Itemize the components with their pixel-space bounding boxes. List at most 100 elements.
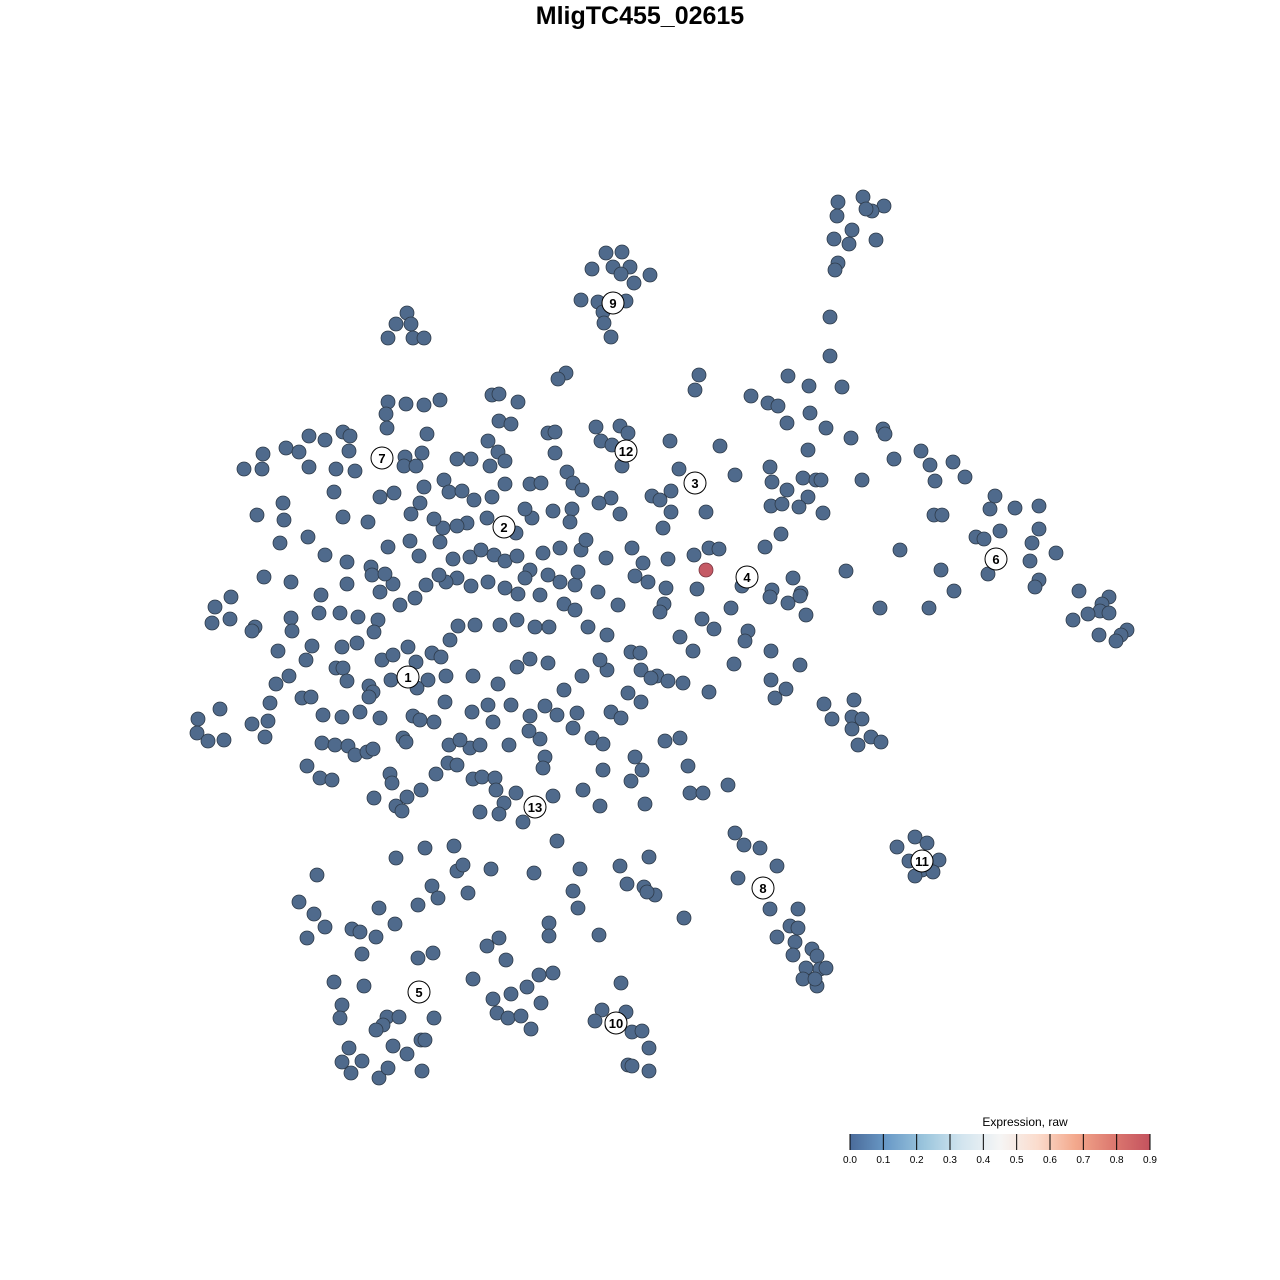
data-point: [332, 1010, 348, 1026]
data-point: [515, 814, 531, 830]
data-point: [510, 394, 526, 410]
data-point: [207, 599, 223, 615]
data-point: [462, 549, 478, 565]
data-point: [332, 605, 348, 621]
cluster-label-circle: [604, 1011, 628, 1035]
colorbar-tick-label: 0.2: [910, 1155, 924, 1166]
data-point: [540, 655, 556, 671]
data-point: [547, 445, 563, 461]
data-point: [441, 484, 457, 500]
data-point: [491, 386, 507, 402]
data-point: [552, 574, 568, 590]
data-point: [663, 504, 679, 520]
legend-title: Expression, raw: [982, 1115, 1068, 1129]
data-point: [386, 485, 402, 501]
data-point: [889, 839, 905, 855]
data-point: [365, 741, 381, 757]
data-point: [388, 316, 404, 332]
data-point: [720, 777, 736, 793]
data-point: [1108, 633, 1124, 649]
data-point: [413, 782, 429, 798]
data-point: [1071, 583, 1087, 599]
data-point: [662, 433, 678, 449]
data-point: [691, 367, 707, 383]
colorbar-tick-label: 0.4: [976, 1155, 990, 1166]
cluster-label: 4: [735, 565, 759, 589]
data-point: [769, 929, 785, 945]
data-point: [877, 426, 893, 442]
data-point: [523, 1021, 539, 1037]
data-point: [366, 790, 382, 806]
data-point: [257, 729, 273, 745]
data-point: [921, 600, 937, 616]
data-point: [315, 707, 331, 723]
data-point: [433, 649, 449, 665]
data-point: [270, 643, 286, 659]
data-point: [578, 532, 594, 548]
data-point: [540, 567, 556, 583]
data-point: [509, 548, 525, 564]
data-point: [787, 934, 803, 950]
data-point: [402, 533, 418, 549]
data-point: [483, 861, 499, 877]
cluster-label-circle: [683, 471, 707, 495]
data-point: [632, 645, 648, 661]
data-point: [770, 398, 786, 414]
data-point: [522, 651, 538, 667]
cluster-label-text: 10: [609, 1016, 623, 1031]
cluster-label-text: 8: [759, 881, 766, 896]
data-point: [324, 772, 340, 788]
data-point: [474, 769, 490, 785]
data-point: [420, 672, 436, 688]
data-point: [769, 858, 785, 874]
data-point: [371, 1070, 387, 1086]
data-point: [491, 930, 507, 946]
points-layer: [189, 189, 1135, 1086]
data-point: [827, 262, 843, 278]
data-point: [652, 492, 668, 508]
data-point: [283, 574, 299, 590]
data-point: [689, 581, 705, 597]
data-point: [484, 489, 500, 505]
data-point: [334, 709, 350, 725]
cluster-label-circle: [492, 515, 516, 539]
data-point: [694, 611, 710, 627]
data-point: [361, 689, 377, 705]
data-point: [834, 379, 850, 395]
cluster-label: 5: [407, 980, 431, 1004]
data-point: [356, 978, 372, 994]
data-point: [354, 946, 370, 962]
data-point: [334, 1054, 350, 1070]
cluster-label: 13: [523, 795, 547, 819]
data-point: [364, 567, 380, 583]
data-point: [387, 916, 403, 932]
data-point: [465, 971, 481, 987]
data-point: [299, 758, 315, 774]
cluster-label-circle: [910, 849, 934, 873]
data-point: [868, 232, 884, 248]
data-point: [394, 803, 410, 819]
data-point: [652, 604, 668, 620]
data-point: [291, 444, 307, 460]
data-point: [497, 453, 513, 469]
data-point: [335, 509, 351, 525]
colorbar-tick-label: 0.5: [1010, 1155, 1024, 1166]
data-point: [454, 483, 470, 499]
data-point: [445, 551, 461, 567]
data-point: [610, 597, 626, 613]
data-point: [545, 965, 561, 981]
data-point: [485, 991, 501, 1007]
data-point: [919, 835, 935, 851]
data-point: [503, 697, 519, 713]
cluster-label-text: 3: [691, 476, 698, 491]
data-point: [762, 901, 778, 917]
data-point: [385, 647, 401, 663]
data-point: [620, 425, 636, 441]
data-point: [398, 734, 414, 750]
data-point: [711, 541, 727, 557]
data-point: [663, 483, 679, 499]
data-point: [490, 676, 506, 692]
data-point: [480, 697, 496, 713]
data-point: [933, 562, 949, 578]
data-point: [372, 710, 388, 726]
